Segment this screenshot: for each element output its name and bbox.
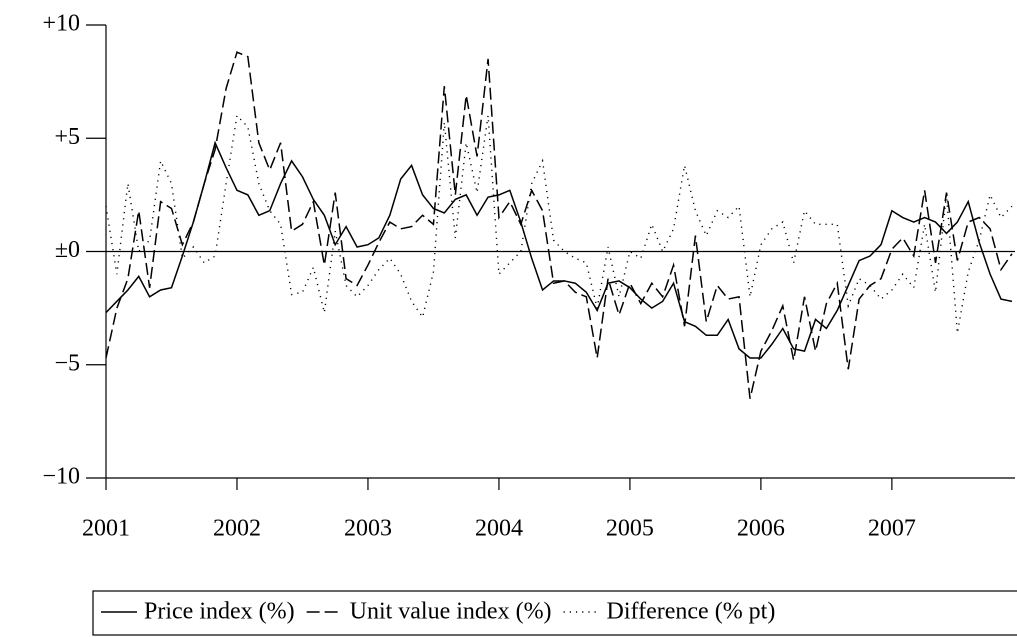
y-tick-label: −10	[42, 464, 80, 490]
x-tick-label: 2002	[213, 516, 261, 542]
x-tick-label: 2007	[868, 516, 916, 542]
x-tick-label: 2005	[606, 516, 654, 542]
x-tick-label: 2006	[737, 516, 785, 542]
legend-label: Price index (%)	[144, 599, 295, 625]
y-tick-label: +10	[42, 11, 80, 37]
x-tick-label: 2001	[82, 516, 130, 542]
series-line	[105, 140, 1013, 359]
x-tick-label: 2004	[475, 516, 523, 542]
legend-label: Unit value index (%)	[350, 599, 552, 625]
y-tick-label: −5	[54, 350, 80, 376]
series-line	[105, 51, 1013, 399]
y-tick-label: ±0	[55, 237, 80, 263]
legend-box	[92, 590, 1017, 636]
y-tick-label: +5	[54, 124, 80, 150]
legend-label: Difference (% pt)	[607, 599, 776, 625]
x-tick-label: 2003	[344, 516, 392, 542]
series-line	[105, 114, 1013, 334]
